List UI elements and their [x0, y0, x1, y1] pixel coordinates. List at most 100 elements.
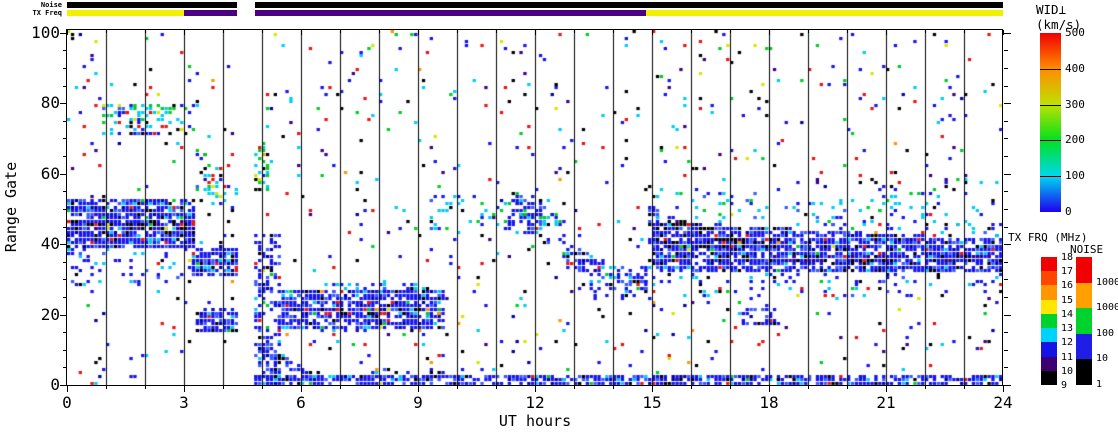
noise-colorbar-segment	[1076, 333, 1092, 360]
txfrq-colorbar-tick-label: 10	[1061, 366, 1074, 377]
x-minor-tick	[457, 385, 458, 389]
y-tick-label: 100	[31, 23, 60, 42]
y-right-tick	[1004, 121, 1008, 122]
wid-colorbar-title: WID⊥ (km/s)	[1036, 2, 1082, 32]
x-top-tick	[964, 30, 965, 33]
x-minor-tick	[964, 385, 965, 389]
y-right-tick	[1004, 279, 1008, 280]
y-major-tick	[60, 244, 67, 245]
x-top-tick	[652, 30, 653, 35]
y-major-tick	[60, 385, 67, 386]
y-right-tick	[1004, 103, 1011, 104]
txfrq-colorbar-tick-label: 18	[1061, 252, 1074, 263]
y-right-tick	[1004, 138, 1008, 139]
y-right-tick	[1004, 86, 1008, 87]
y-minor-tick	[63, 279, 67, 280]
txfrq-colorbar-segment	[1041, 285, 1057, 301]
y-minor-tick	[63, 209, 67, 210]
x-minor-tick	[496, 385, 497, 389]
x-top-tick	[886, 30, 887, 35]
x-tick-label: 21	[876, 393, 896, 412]
tx-freq-bar-label: TX Freq	[32, 9, 62, 17]
x-minor-tick	[730, 385, 731, 389]
tx-freq-bar-segment	[646, 10, 1003, 16]
noise-colorbar-tick-label: 10	[1096, 353, 1109, 364]
x-top-tick	[1003, 30, 1004, 35]
x-top-tick	[496, 30, 497, 33]
y-right-tick	[1004, 332, 1008, 333]
x-top-tick	[457, 30, 458, 33]
x-top-tick	[613, 30, 614, 33]
y-minor-tick	[63, 156, 67, 157]
txfrq-colorbar-segment	[1041, 271, 1057, 286]
x-top-tick	[535, 30, 536, 35]
x-major-tick	[67, 385, 68, 392]
txfrq-colorbar-segment	[1041, 370, 1057, 386]
x-top-tick	[574, 30, 575, 33]
y-tick-label: 20	[40, 305, 60, 324]
radar-data-canvas	[67, 30, 1004, 386]
tx-freq-bar-segment	[67, 10, 184, 16]
txfrq-colorbar-segment	[1041, 328, 1057, 343]
x-major-tick	[1003, 385, 1004, 392]
txfrq-colorbar-tick-label: 11	[1061, 352, 1074, 363]
y-minor-tick	[63, 297, 67, 298]
wid-colorbar-tick-label: 400	[1065, 62, 1085, 75]
wid-colorbar-tick-label: 300	[1065, 98, 1085, 111]
x-minor-tick	[574, 385, 575, 389]
noise-colorbar-segment	[1076, 308, 1092, 335]
y-right-tick	[1004, 315, 1011, 316]
noise-bar-segment	[67, 2, 238, 8]
noise-colorbar-tick-label: 1000	[1096, 302, 1118, 313]
x-major-tick	[418, 385, 419, 392]
y-right-tick	[1004, 244, 1011, 245]
txfrq-colorbar-tick-label: 9	[1061, 380, 1068, 391]
y-tick-label: 60	[40, 164, 60, 183]
x-top-tick	[808, 30, 809, 33]
y-minor-tick	[63, 191, 67, 192]
noise-colorbar-segment	[1076, 282, 1092, 309]
txfrq-colorbar-segment	[1041, 299, 1057, 315]
y-minor-tick	[63, 227, 67, 228]
x-minor-tick	[808, 385, 809, 389]
x-minor-tick	[262, 385, 263, 389]
noise-colorbar-segment	[1076, 257, 1092, 284]
x-major-tick	[535, 385, 536, 392]
x-minor-tick	[145, 385, 146, 389]
x-top-tick	[340, 30, 341, 33]
y-right-tick	[1004, 33, 1011, 34]
txfrq-colorbar-tick-label: 14	[1061, 309, 1074, 320]
plot-frame	[66, 29, 1003, 386]
x-minor-tick	[925, 385, 926, 389]
wid-colorbar-tick-label: 200	[1065, 133, 1085, 146]
y-minor-tick	[63, 262, 67, 263]
txfrq-colorbar-tick-label: 12	[1061, 337, 1074, 348]
x-minor-tick	[847, 385, 848, 389]
noise-colorbar-tick-label: 10000	[1096, 277, 1118, 288]
noise-colorbar-segment	[1076, 359, 1092, 386]
txfrq-colorbar-title: TX FRQ (MHz)	[1008, 231, 1088, 244]
x-top-tick	[379, 30, 380, 33]
x-major-tick	[184, 385, 185, 392]
x-minor-tick	[340, 385, 341, 389]
y-right-tick	[1004, 350, 1008, 351]
x-major-tick	[769, 385, 770, 392]
y-right-tick	[1004, 191, 1008, 192]
wid-colorbar-divider	[1040, 69, 1061, 70]
wid-colorbar-divider	[1040, 176, 1061, 177]
y-right-tick	[1004, 156, 1008, 157]
noise-colorbar-title: NOISE	[1070, 243, 1104, 256]
x-tick-label: 9	[413, 393, 423, 412]
noise-colorbar-tick-label: 100	[1096, 328, 1115, 339]
x-major-tick	[301, 385, 302, 392]
x-top-tick	[301, 30, 302, 35]
y-right-tick	[1004, 297, 1008, 298]
x-top-tick	[847, 30, 848, 33]
y-minor-tick	[63, 121, 67, 122]
wid-colorbar-divider	[1040, 105, 1061, 106]
tx-freq-bar-segment	[254, 10, 647, 16]
x-top-tick	[145, 30, 146, 33]
x-minor-tick	[691, 385, 692, 389]
wid-colorbar-divider	[1040, 140, 1061, 141]
x-top-tick	[730, 30, 731, 33]
